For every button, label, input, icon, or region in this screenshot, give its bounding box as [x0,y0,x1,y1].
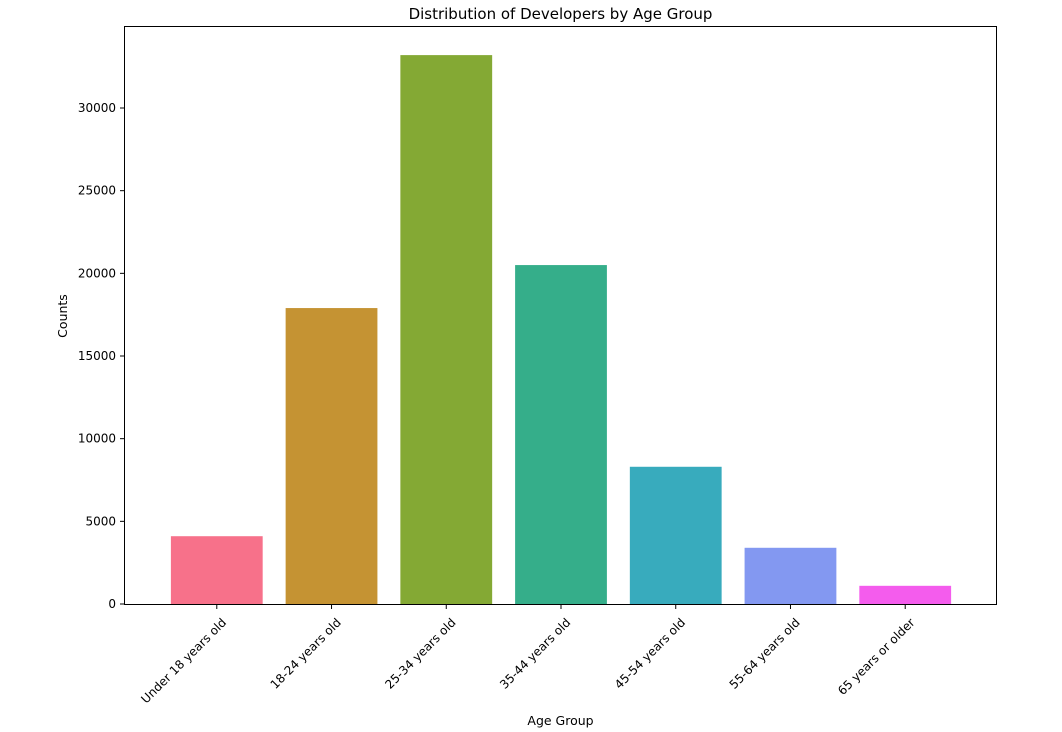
chart-title: Distribution of Developers by Age Group [409,5,713,23]
y-axis-ticks: 0 5000 10000 15000 20000 25000 30000 [78,101,125,611]
x-tick-label: 55-64 years old [727,615,803,691]
x-tick-label: 18-24 years old [268,615,344,691]
bar [515,265,607,604]
x-tick-label: 45-54 years old [612,615,688,691]
y-tick-label: 20000 [78,266,116,280]
bar [285,308,378,604]
bar [744,547,837,604]
x-axis-title: Age Group [527,713,593,728]
x-tick-label: 25-34 years old [382,615,458,691]
x-axis-ticks: Under 18 years old 18-24 years old 25-34 y… [138,604,918,706]
y-tick-label: 25000 [78,184,116,198]
y-axis-title: Counts [55,294,70,338]
bar [859,585,952,604]
x-tick-label: 35-44 years old [497,615,573,691]
y-tick-label: 0 [108,597,116,611]
y-tick-label: 10000 [78,432,116,446]
x-tick-label: Under 18 years old [138,615,229,706]
bar [170,536,263,604]
bar [400,55,493,605]
y-tick-label: 15000 [78,349,116,363]
y-tick-label: 30000 [78,101,116,115]
bars-layer [170,55,952,605]
bar [629,466,722,604]
x-tick-label: 65 years or older [835,615,918,698]
y-tick-label: 5000 [85,514,116,528]
